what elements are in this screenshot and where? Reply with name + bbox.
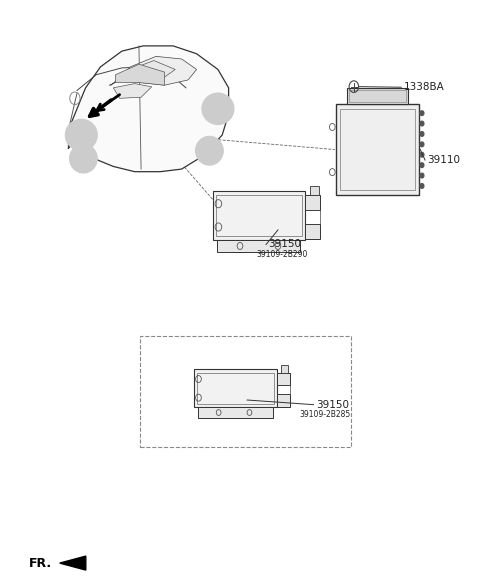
Bar bbox=[216, 195, 302, 236]
Polygon shape bbox=[113, 83, 152, 98]
Ellipse shape bbox=[65, 119, 97, 151]
Circle shape bbox=[420, 142, 424, 146]
Text: 39150: 39150 bbox=[268, 239, 301, 249]
Bar bbox=[213, 191, 305, 240]
Polygon shape bbox=[116, 64, 165, 85]
Circle shape bbox=[420, 111, 424, 115]
Ellipse shape bbox=[195, 136, 223, 165]
Circle shape bbox=[420, 121, 424, 126]
Circle shape bbox=[420, 183, 424, 188]
Ellipse shape bbox=[70, 144, 97, 173]
Bar bbox=[140, 336, 351, 447]
Bar bbox=[194, 369, 277, 407]
Bar bbox=[277, 394, 290, 407]
Polygon shape bbox=[69, 46, 228, 172]
Bar bbox=[305, 195, 321, 209]
Bar bbox=[310, 186, 319, 195]
Polygon shape bbox=[109, 56, 197, 85]
Circle shape bbox=[420, 152, 424, 157]
Bar bbox=[347, 88, 408, 105]
Bar bbox=[336, 105, 419, 195]
Text: FR.: FR. bbox=[29, 557, 52, 570]
Bar bbox=[281, 365, 288, 373]
Polygon shape bbox=[131, 61, 175, 82]
Ellipse shape bbox=[202, 93, 234, 125]
Bar bbox=[217, 240, 300, 252]
Bar bbox=[340, 109, 415, 190]
Bar bbox=[198, 407, 273, 417]
Text: 39110: 39110 bbox=[427, 155, 460, 165]
Bar bbox=[197, 373, 274, 404]
Text: 39109-2B285: 39109-2B285 bbox=[300, 410, 350, 419]
Text: 39150: 39150 bbox=[316, 400, 349, 410]
Bar bbox=[277, 373, 290, 386]
Circle shape bbox=[420, 163, 424, 168]
Circle shape bbox=[420, 132, 424, 136]
Text: 39109-2B290: 39109-2B290 bbox=[257, 250, 308, 259]
Bar bbox=[349, 91, 406, 102]
Bar bbox=[305, 224, 321, 239]
Text: 1338BA: 1338BA bbox=[404, 82, 444, 92]
Polygon shape bbox=[60, 556, 86, 570]
Circle shape bbox=[420, 173, 424, 178]
